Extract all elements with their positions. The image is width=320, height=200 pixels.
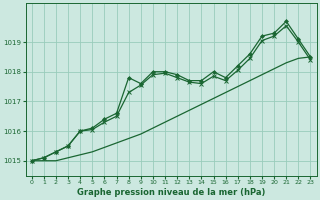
X-axis label: Graphe pression niveau de la mer (hPa): Graphe pression niveau de la mer (hPa) [77,188,265,197]
